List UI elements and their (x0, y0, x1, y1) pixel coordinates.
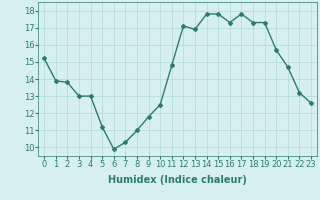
X-axis label: Humidex (Indice chaleur): Humidex (Indice chaleur) (108, 175, 247, 185)
